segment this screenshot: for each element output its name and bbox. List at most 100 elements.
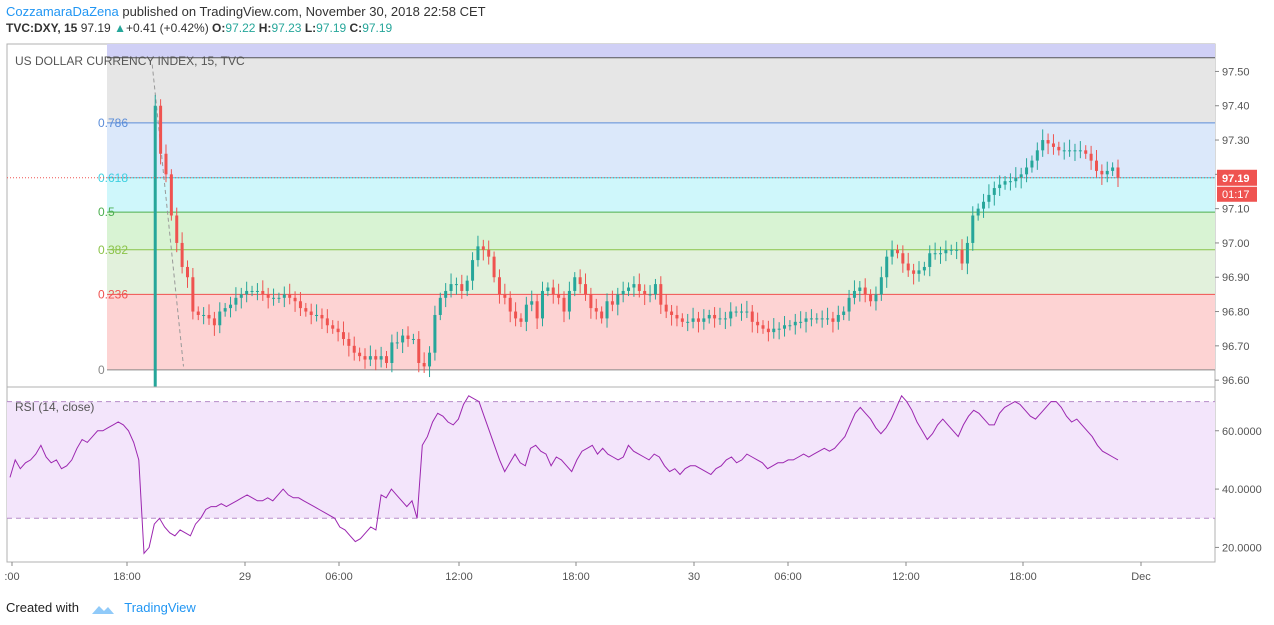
candle-body: [686, 321, 690, 323]
candle-body: [766, 328, 770, 333]
candle-body: [460, 284, 464, 291]
candle-body: [605, 301, 609, 319]
candle-body: [1041, 140, 1045, 151]
candle-body: [734, 311, 738, 313]
candle-body: [906, 263, 910, 271]
candle-body: [836, 314, 840, 322]
candle-body: [1035, 150, 1039, 161]
time-tick-label: 06:00: [774, 571, 802, 583]
candle-body: [406, 335, 410, 339]
candle-body: [713, 314, 717, 319]
candle-body: [1078, 150, 1082, 152]
candle-body: [417, 338, 421, 363]
fib-trend-line: [151, 64, 184, 367]
rsi-pane[interactable]: RSI (14, close) 60.0000 40.0000 20.0000: [6, 386, 1262, 563]
candle-body: [761, 325, 765, 329]
candle-body: [987, 194, 991, 202]
time-tick-label: 18:00: [562, 571, 590, 583]
candle-body: [976, 208, 980, 216]
candle-body: [578, 277, 582, 285]
candle-body: [659, 284, 663, 305]
candle-body: [207, 314, 211, 319]
price-tick-label: 97.40: [1222, 101, 1250, 113]
candle-body: [707, 314, 711, 319]
candle-body: [869, 294, 873, 302]
candle-body: [298, 301, 302, 309]
candle-body: [331, 325, 335, 329]
candle-body: [449, 284, 453, 291]
candle-body: [955, 249, 959, 251]
candle-body: [385, 356, 389, 363]
candle-body: [696, 318, 700, 322]
candle-body: [1003, 181, 1007, 185]
close-label: C:: [349, 21, 363, 35]
candle-body: [627, 287, 631, 291]
candle-body: [218, 311, 222, 326]
candle-body: [847, 297, 851, 312]
candle-body: [890, 249, 894, 257]
price-tick-label: 96.80: [1222, 307, 1250, 319]
candle-body: [379, 356, 383, 360]
open-value: 97.22: [225, 21, 256, 35]
candle-body: [621, 290, 625, 295]
price-tick-label: 97.50: [1222, 66, 1250, 78]
candle-body: [664, 304, 668, 312]
candle-body: [288, 294, 292, 298]
price-tick-label: 96.70: [1222, 341, 1250, 353]
countdown-label: 01:17: [1222, 189, 1250, 201]
fib-zone-0.5: [107, 212, 1215, 250]
candle-body: [858, 287, 862, 291]
candle-body: [255, 290, 259, 292]
candle-body: [998, 184, 1002, 189]
candle-body: [949, 249, 953, 251]
fib-label-0.236: 0.236: [98, 287, 128, 301]
candle-body: [573, 277, 577, 291]
candle-body: [374, 356, 378, 360]
publish-info: CozzamaraDaZena published on TradingView…: [6, 4, 486, 19]
candle-body: [433, 314, 437, 353]
candle-body: [304, 308, 308, 312]
rsi-tick-label: 40.0000: [1222, 484, 1262, 496]
candle-body: [1014, 177, 1018, 182]
symbol-label: TVC:DXY, 15: [6, 21, 78, 35]
time-axis[interactable]: :00 18:00 29 06:00 12:00 18:00 30 06:00 12:00 18:…: [4, 561, 1215, 583]
price-change: +0.41 (+0.42%): [125, 21, 209, 35]
candle-body: [363, 356, 367, 360]
candle-body: [492, 256, 496, 278]
candle-body: [702, 318, 706, 322]
candle-body: [965, 242, 969, 264]
price-pane-title: US DOLLAR CURRENCY INDEX, 15, TVC: [15, 54, 245, 68]
candle-body: [245, 290, 249, 295]
candle-body: [341, 332, 345, 339]
candle-body: [347, 338, 351, 346]
price-tick-label: 97.00: [1222, 238, 1250, 250]
time-tick-label: Dec: [1131, 571, 1151, 583]
candle-body: [804, 318, 808, 322]
candle-body: [282, 294, 286, 298]
candle-body: [885, 256, 889, 278]
candle-body: [309, 311, 313, 315]
candle-body: [793, 321, 797, 326]
candle-body: [503, 294, 507, 298]
candle-body: [1019, 174, 1023, 178]
candle-body: [1008, 181, 1012, 183]
candle-body: [1073, 150, 1077, 152]
last-price-badge: [1217, 169, 1257, 186]
tradingview-link[interactable]: TradingView: [124, 600, 196, 615]
candle-body: [352, 345, 356, 353]
low-label: L:: [304, 21, 317, 35]
candle-body: [1094, 160, 1098, 171]
candle-body: [546, 287, 550, 291]
time-tick-label: 12:00: [445, 571, 473, 583]
candle-body: [428, 352, 432, 367]
candle-body: [772, 328, 776, 333]
candle-body: [777, 328, 781, 330]
time-tick-label: 30: [688, 571, 700, 583]
open-label: O:: [212, 21, 226, 35]
price-pane[interactable]: 0.786 0.618 0.5 0.382 0.236 0 US DOLLAR CURREN…: [6, 43, 1257, 479]
candle-body: [159, 105, 163, 154]
candle-body: [454, 284, 458, 286]
author-name[interactable]: CozzamaraDaZena: [6, 4, 119, 19]
candle-body: [718, 318, 722, 320]
